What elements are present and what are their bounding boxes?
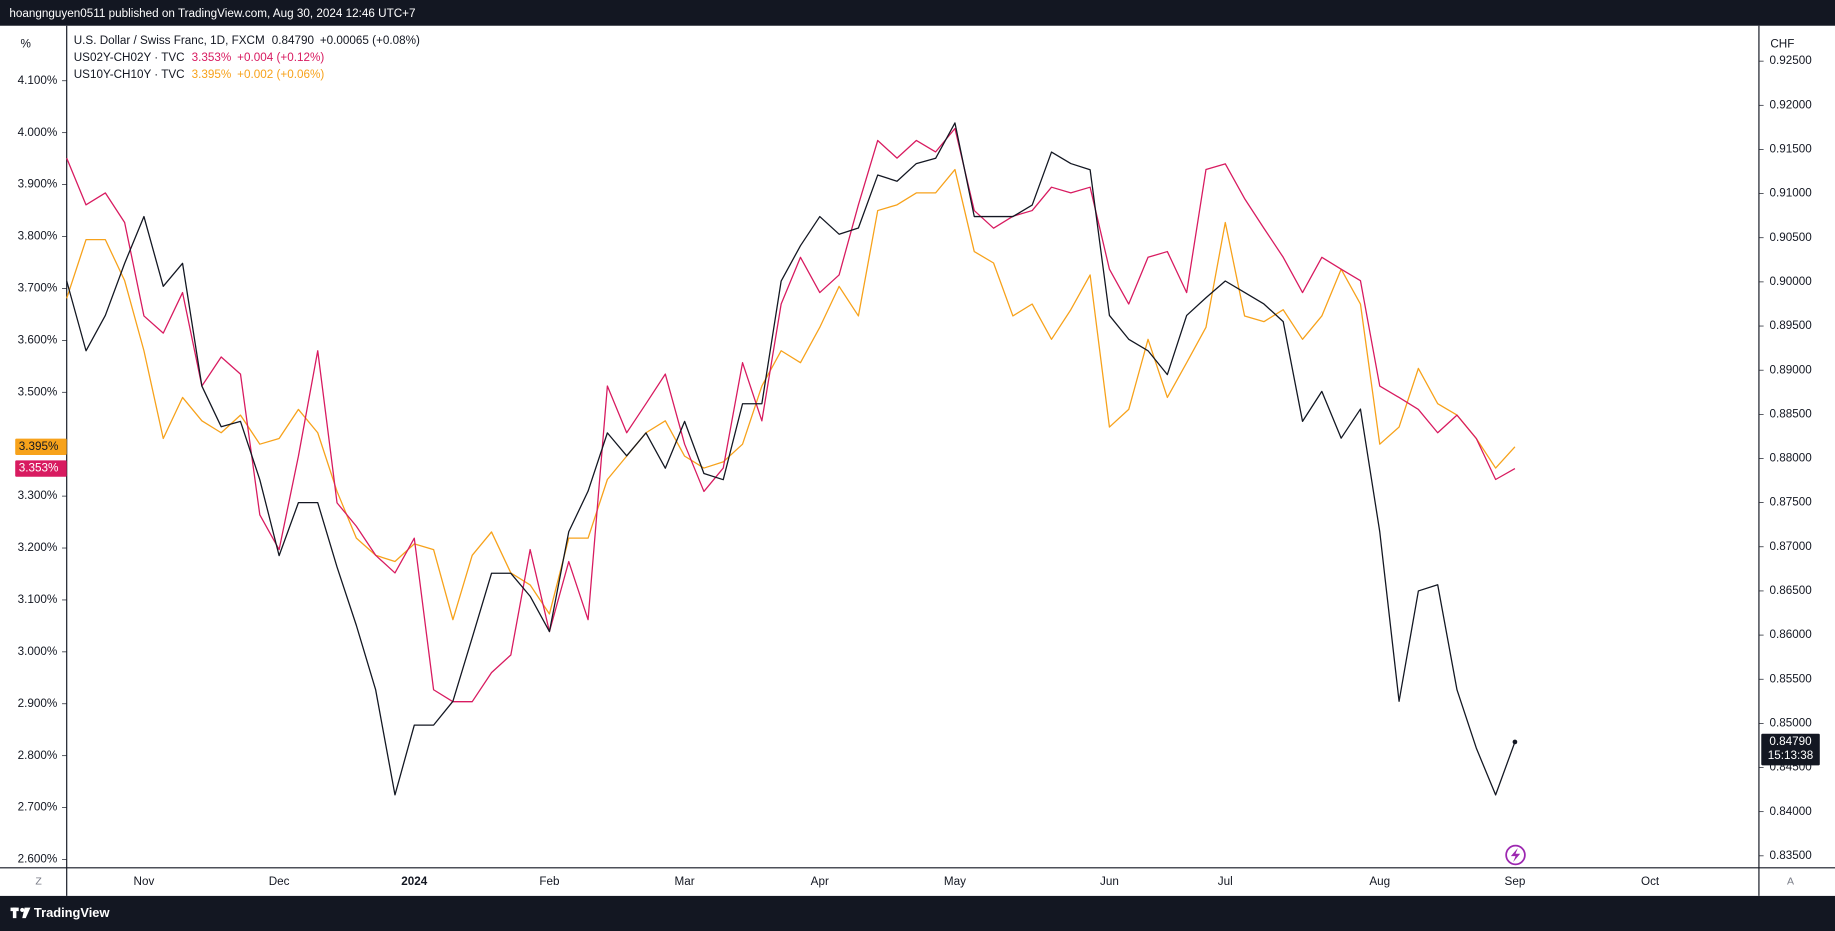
y2-tick-label: 0.85500 xyxy=(1769,672,1812,685)
legend-entry: US02Y-CH02Y · TVC 3.353% +0.004 (+0.12%) xyxy=(74,51,325,64)
logo-part xyxy=(12,907,17,919)
y2-tick-label: 0.88000 xyxy=(1769,452,1812,465)
y2-tick-label: 0.86000 xyxy=(1769,628,1812,641)
y-tick-label: 3.700% xyxy=(18,282,58,295)
legend-entry: US10Y-CH10Y · TVC 3.395% +0.002 (+0.06%) xyxy=(74,68,325,81)
y2-tick-label: 0.85000 xyxy=(1769,716,1812,729)
legend-name: US10Y-CH10Y · TVC xyxy=(74,68,185,81)
y2-unit: CHF xyxy=(1770,38,1794,51)
y2-tick-label: 0.84000 xyxy=(1769,805,1812,818)
icon-bolt[interactable] xyxy=(1510,847,1521,862)
legend-name: US02Y-CH02Y · TVC xyxy=(74,51,185,64)
x-tick-label: Jul xyxy=(1218,875,1233,888)
y-tick-label: 3.100% xyxy=(18,593,58,606)
scale-button[interactable]: Z xyxy=(35,876,42,888)
y2-tick-label: 0.90500 xyxy=(1769,231,1812,244)
y2-tick-label: 0.91500 xyxy=(1769,143,1812,156)
x-tick-label: Dec xyxy=(269,875,290,888)
y-tick-label: 2.600% xyxy=(18,853,58,866)
footer-brand: TradingView xyxy=(34,905,111,920)
y2-tick-label: 0.87000 xyxy=(1769,540,1812,553)
x-tick-label: Feb xyxy=(539,875,560,888)
x-tick-label: 2024 xyxy=(401,875,428,888)
y-tick-label: 3.800% xyxy=(18,230,58,243)
legend-change: +0.004 (+0.12%) xyxy=(237,51,324,64)
y-tick-label: 4.000% xyxy=(18,126,58,139)
y2-tick-label: 0.88500 xyxy=(1769,407,1812,420)
legend-value: 0.84790 xyxy=(272,34,315,47)
y-tick-label: 3.900% xyxy=(18,178,58,191)
y2-tick-label: 0.83500 xyxy=(1769,849,1812,862)
y-tick-label: 3.000% xyxy=(18,645,58,658)
series-line xyxy=(66,122,1516,796)
x-tick-label: Nov xyxy=(134,875,155,888)
series-line xyxy=(66,127,1516,703)
x-tick-label: Oct xyxy=(1641,875,1660,888)
legend-change: +0.002 (+0.06%) xyxy=(237,68,324,81)
y-tick-label: 3.500% xyxy=(18,385,58,398)
last-point xyxy=(1512,739,1518,745)
price-tag-value: 0.84790 xyxy=(1769,735,1812,748)
y2-tick-label: 0.90000 xyxy=(1769,275,1812,288)
logo-part xyxy=(20,907,25,913)
y-tick-label: 4.100% xyxy=(18,74,58,87)
x-tick-label: May xyxy=(944,875,966,888)
y2-tick-label: 0.89000 xyxy=(1769,363,1812,376)
y-tick-label: 3.300% xyxy=(18,489,58,502)
y-tick-label: 2.900% xyxy=(18,697,58,710)
logo-part xyxy=(22,907,31,919)
y2-tick-label: 0.86500 xyxy=(1769,584,1812,597)
scale-button[interactable]: A xyxy=(1787,876,1794,888)
legend-value: 3.395% xyxy=(192,68,232,81)
series-line xyxy=(66,168,1516,621)
price-tag-value: 3.395% xyxy=(19,440,59,453)
price-tag xyxy=(15,438,67,455)
price-tag xyxy=(1761,733,1820,766)
lightning-icon[interactable] xyxy=(1505,844,1526,866)
plot-area xyxy=(66,122,1516,796)
y-tick-label: 3.200% xyxy=(18,541,58,554)
y2-tick-label: 0.92500 xyxy=(1769,54,1812,67)
x-tick-label: Aug xyxy=(1369,875,1390,888)
price-tag-countdown: 15:13:38 xyxy=(1768,749,1814,762)
footer-bar xyxy=(0,895,1835,931)
legend-entry: U.S. Dollar / Swiss Franc, 1D, FXCM 0.847… xyxy=(74,34,420,47)
y-unit: % xyxy=(21,38,31,51)
x-tick-label: Sep xyxy=(1505,875,1526,888)
footer-logo xyxy=(10,907,31,919)
y2-tick-label: 0.89500 xyxy=(1769,319,1812,332)
header-bar xyxy=(0,0,1835,26)
y-tick-label: 2.800% xyxy=(18,749,58,762)
y2-tick-label: 0.87500 xyxy=(1769,496,1812,509)
icon-ring[interactable] xyxy=(1505,844,1526,866)
legend-value: 3.353% xyxy=(192,51,232,64)
y-tick-label: 2.700% xyxy=(18,801,58,814)
y2-tick-label: 0.91000 xyxy=(1769,187,1812,200)
price-tag xyxy=(15,460,67,477)
x-tick-label: Jun xyxy=(1100,875,1119,888)
y-tick-label: 3.600% xyxy=(18,333,58,346)
price-tag-value: 3.353% xyxy=(19,462,59,475)
legend-name: U.S. Dollar / Swiss Franc, 1D, FXCM xyxy=(74,34,265,47)
x-tick-label: Mar xyxy=(675,875,695,888)
header-text: hoangnguyen0511 published on TradingView… xyxy=(9,7,415,20)
legend-change: +0.00065 (+0.08%) xyxy=(320,34,420,47)
x-tick-label: Apr xyxy=(811,875,829,888)
y2-tick-label: 0.92000 xyxy=(1769,98,1812,111)
